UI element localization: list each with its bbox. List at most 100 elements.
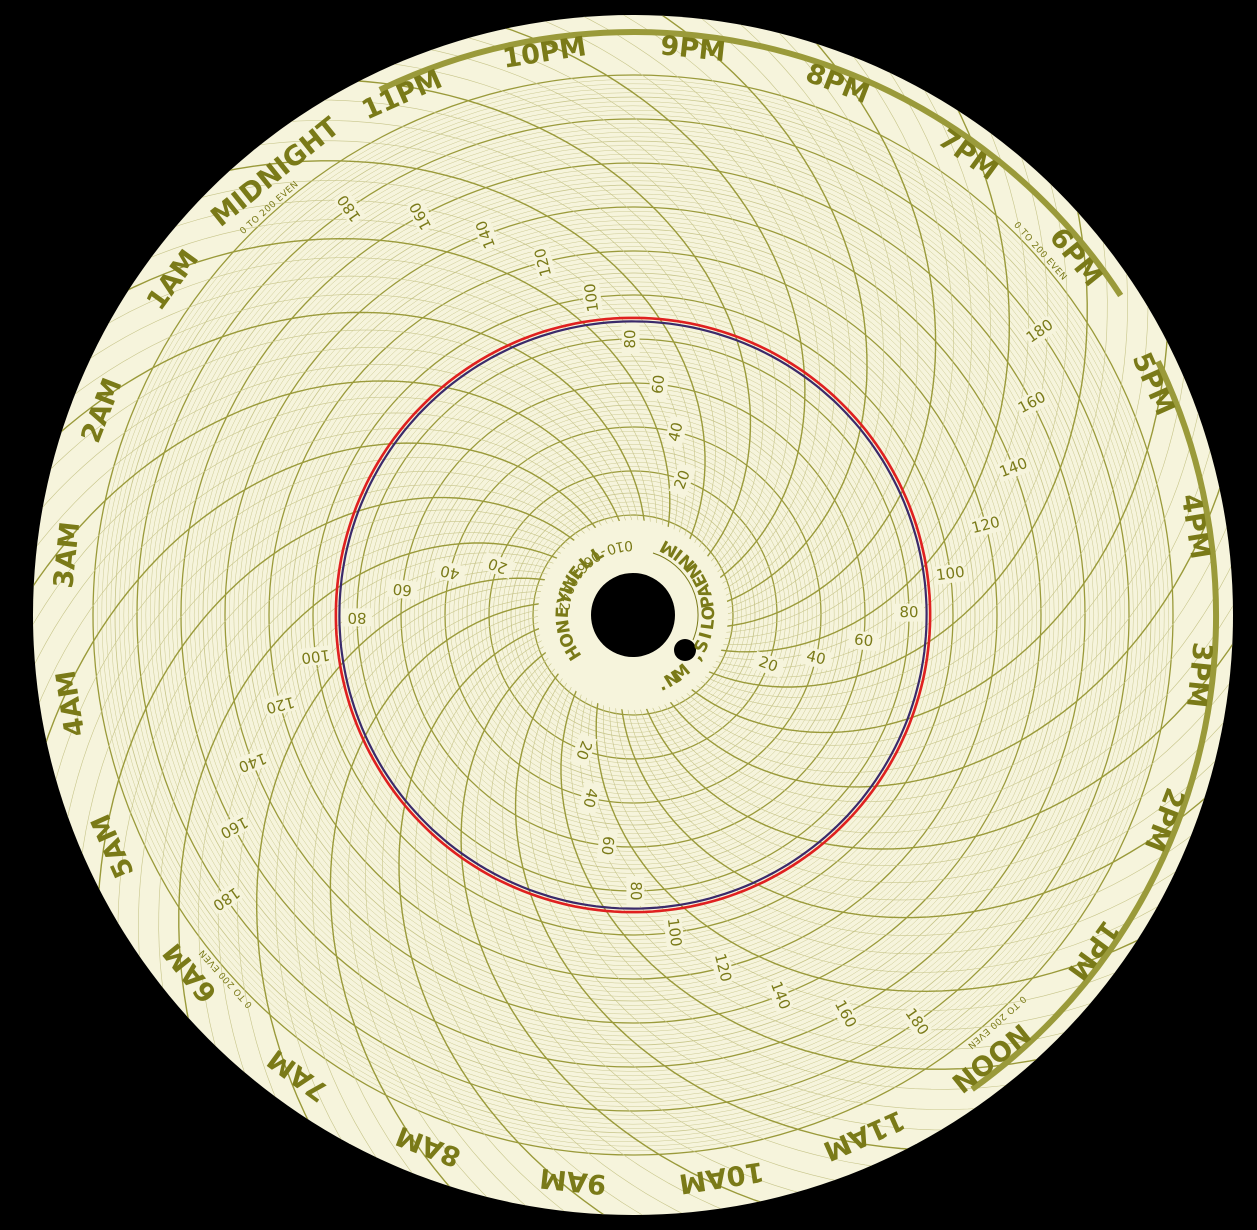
- hub-char: E: [553, 605, 574, 618]
- time-arc-hour: [673, 201, 1088, 688]
- scale-label-bg: [299, 645, 332, 667]
- value-ring-minor: [387, 369, 879, 861]
- value-ring-minor: [330, 312, 936, 918]
- time-arc-hour: [495, 24, 806, 600]
- time-arc-quarter: [686, 47, 954, 634]
- time-arc-quarter: [652, 439, 1214, 773]
- value-ring-minor: [321, 303, 945, 927]
- scale-label-bg: [263, 692, 297, 718]
- value-ring-minor: [127, 109, 1139, 1121]
- time-arc-quarter: [659, 365, 1186, 746]
- time-arc-quarter: [52, 457, 614, 791]
- time-arc-hour: [118, 237, 671, 566]
- value-ring-minor: [528, 510, 738, 720]
- value-ring-minor: [453, 435, 813, 795]
- time-arc-quarter: [638, 595, 1233, 834]
- value-ring-minor: [220, 202, 1046, 1028]
- value-ring-minor: [299, 281, 967, 949]
- time-arc-quarter: [688, 24, 919, 625]
- value-ring-major: [400, 382, 866, 848]
- value-ring-minor: [378, 360, 888, 870]
- time-arc-quarter: [668, 262, 1128, 709]
- scale-label-bg: [900, 1004, 933, 1040]
- scale-label-bg: [433, 559, 467, 585]
- scale-label-bg: [663, 916, 685, 949]
- value-ring-major: [488, 470, 778, 760]
- scale-label-bg: [530, 245, 556, 279]
- time-arc-quarter: [574, 15, 836, 606]
- time-arc-quarter: [642, 556, 1233, 818]
- time-arc-hour: [619, 669, 1214, 919]
- value-ring-major: [312, 294, 954, 936]
- scale-label: 100: [664, 917, 686, 948]
- value-ring-minor: [132, 114, 1134, 1116]
- scale-label-bg: [569, 733, 598, 768]
- value-ring-minor: [475, 457, 791, 773]
- value-ring-minor: [185, 167, 1081, 1063]
- time-arc-quarter: [313, 99, 739, 583]
- time-arc-hour: [33, 380, 632, 595]
- scale-label-bg: [405, 198, 436, 234]
- time-arc-quarter: [475, 634, 809, 1196]
- value-ring-minor: [281, 263, 985, 967]
- value-ring-minor: [405, 387, 861, 843]
- scale-label: 100: [935, 563, 966, 585]
- value-ring-minor: [251, 233, 1015, 997]
- hub-char: 0: [623, 537, 633, 554]
- time-arc-quarter: [445, 627, 732, 1214]
- time-arc-hour: [560, 655, 1047, 1070]
- scale-label: 60: [648, 374, 668, 395]
- time-arc-quarter: [98, 257, 663, 564]
- time-arc-quarter: [645, 516, 1232, 803]
- scale-label-bg: [766, 978, 794, 1013]
- hub-char: 1: [614, 538, 626, 555]
- scale-label-bg: [751, 650, 786, 679]
- value-ring-minor: [484, 466, 782, 764]
- time-arc-quarter: [627, 670, 1232, 883]
- value-ring-minor: [114, 96, 1152, 1134]
- scale-label-bg: [577, 781, 603, 815]
- scale-label: 60: [392, 580, 413, 600]
- time-arc-quarter: [457, 34, 791, 596]
- value-ring-minor: [246, 228, 1020, 1002]
- time-arc-quarter: [489, 638, 846, 1183]
- value-ring-minor: [141, 123, 1125, 1107]
- scale-label-bg: [830, 996, 861, 1032]
- time-arc-quarter: [280, 120, 727, 580]
- value-ring-minor: [290, 272, 976, 958]
- time-arc-quarter: [33, 396, 628, 635]
- scale-label: 80: [621, 329, 639, 348]
- time-arc-quarter: [34, 347, 639, 560]
- value-ring-major: [180, 162, 1086, 1068]
- value-ring-minor: [396, 378, 870, 852]
- time-arc-quarter: [34, 427, 621, 714]
- time-arc-hour: [398, 616, 613, 1215]
- time-arc-quarter: [527, 647, 953, 1131]
- time-arc-quarter: [248, 140, 716, 577]
- value-ring-major: [532, 514, 734, 716]
- value-ring-minor: [171, 153, 1095, 1077]
- hub-char: N: [553, 617, 575, 635]
- value-ring-minor: [497, 479, 769, 751]
- hub-char: O: [699, 605, 719, 621]
- time-arc-quarter: [688, 15, 884, 617]
- trace-line-red: [334, 316, 932, 914]
- hour-label: 9AM: [538, 1162, 607, 1200]
- hub-char: P: [697, 593, 719, 610]
- time-arc-hour: [329, 601, 579, 1196]
- scale-label: 40: [579, 787, 601, 810]
- trace-line-ink: [338, 320, 928, 910]
- value-ring-minor: [295, 277, 971, 953]
- scale-label: 40: [665, 421, 687, 444]
- value-ring-minor: [303, 285, 963, 945]
- time-arc-quarter: [275, 585, 582, 1150]
- scale-label-bg: [621, 323, 640, 355]
- time-arc-quarter: [138, 521, 598, 968]
- time-arc-hour: [634, 635, 1233, 850]
- value-ring-minor: [466, 448, 800, 782]
- hub-char: 4: [556, 592, 574, 605]
- scale-label: 80: [347, 609, 366, 627]
- value-ring-minor: [176, 158, 1090, 1072]
- scale-label: 20: [670, 468, 693, 492]
